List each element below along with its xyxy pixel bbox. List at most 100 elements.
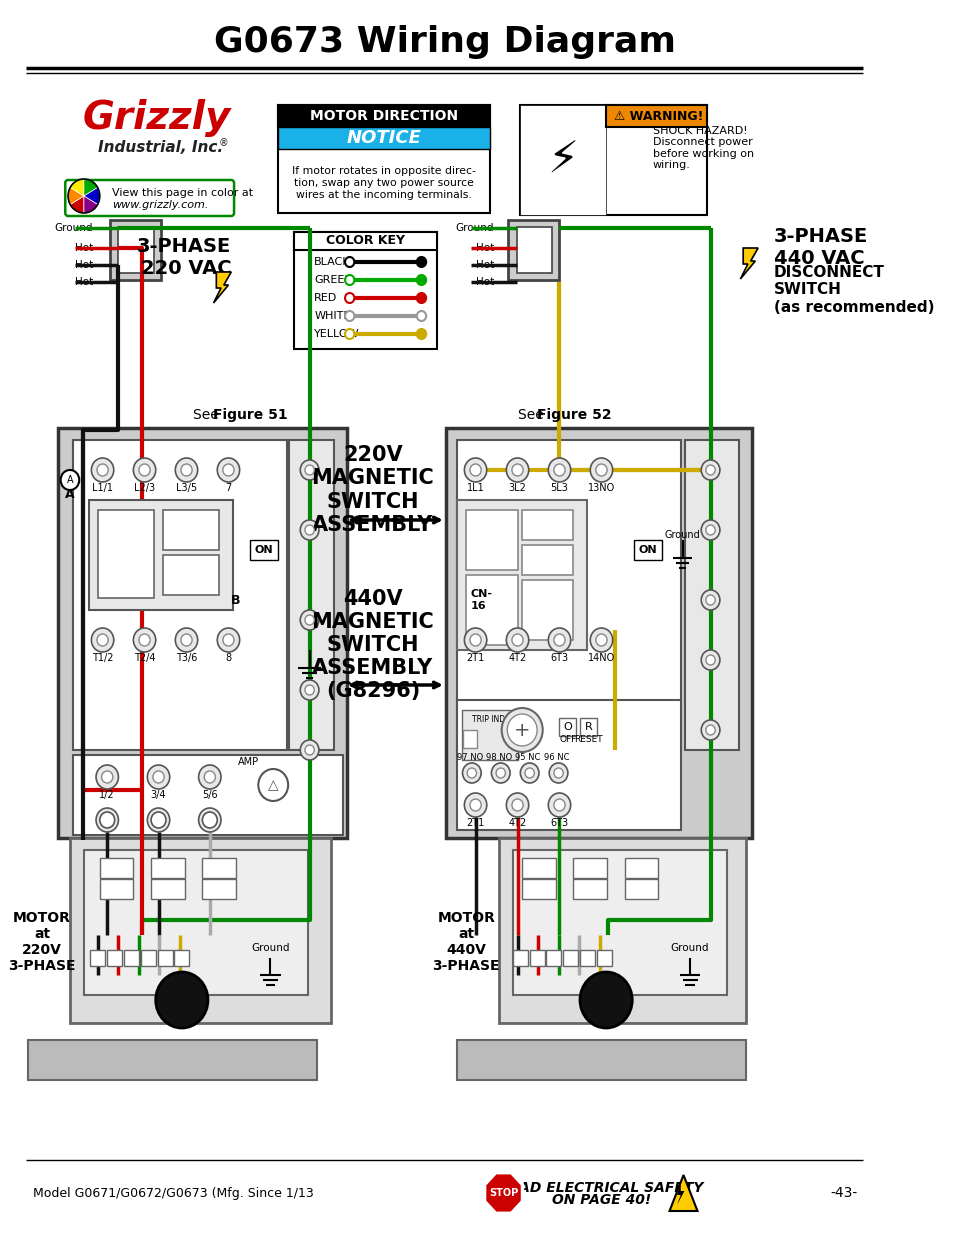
Bar — [124, 950, 139, 966]
Circle shape — [300, 520, 318, 540]
Bar — [597, 950, 611, 966]
Circle shape — [97, 634, 108, 646]
Text: 98 NO: 98 NO — [485, 753, 512, 762]
Circle shape — [96, 808, 118, 832]
Circle shape — [305, 525, 314, 535]
Circle shape — [300, 610, 318, 630]
Circle shape — [496, 768, 505, 778]
Bar — [141, 950, 155, 966]
Polygon shape — [740, 248, 758, 279]
Circle shape — [102, 771, 112, 783]
Circle shape — [416, 257, 426, 267]
Bar — [174, 950, 189, 966]
Text: 3/4: 3/4 — [151, 790, 166, 800]
Text: DISCONNECT
SWITCH
(as recommended): DISCONNECT SWITCH (as recommended) — [773, 266, 934, 315]
Circle shape — [467, 768, 476, 778]
FancyBboxPatch shape — [65, 180, 233, 216]
Circle shape — [512, 464, 522, 475]
Text: READ ELECTRICAL SAFETY: READ ELECTRICAL SAFETY — [498, 1181, 703, 1195]
Bar — [513, 950, 527, 966]
Circle shape — [506, 629, 528, 652]
Circle shape — [416, 311, 426, 321]
Bar — [277, 127, 490, 149]
Bar — [277, 105, 490, 212]
Bar — [546, 950, 560, 966]
Bar — [521, 580, 573, 640]
Text: -43-: -43- — [830, 1186, 857, 1200]
Circle shape — [491, 763, 510, 783]
Circle shape — [100, 811, 114, 827]
Text: 13NO: 13NO — [587, 483, 615, 493]
Text: L2/3: L2/3 — [133, 483, 155, 493]
Circle shape — [416, 293, 426, 303]
Circle shape — [705, 655, 715, 664]
Text: STOP: STOP — [488, 1188, 517, 1198]
Circle shape — [97, 464, 108, 475]
Circle shape — [579, 972, 632, 1028]
Bar — [294, 232, 436, 350]
Bar — [72, 440, 287, 750]
Text: 220V
MAGNETIC
SWITCH
ASSEMBLY: 220V MAGNETIC SWITCH ASSEMBLY — [312, 445, 434, 535]
Bar — [456, 440, 680, 750]
Text: AMP: AMP — [238, 757, 259, 767]
Circle shape — [198, 808, 221, 832]
Text: WHITE: WHITE — [314, 311, 351, 321]
Bar — [110, 220, 161, 280]
Text: Hot: Hot — [75, 261, 93, 270]
Bar — [498, 839, 745, 1023]
Bar — [151, 879, 185, 899]
Text: CN-
16: CN- 16 — [471, 589, 493, 611]
Bar — [28, 1040, 316, 1079]
Circle shape — [139, 634, 150, 646]
Circle shape — [700, 520, 720, 540]
Text: 440V
MAGNETIC
SWITCH
ASSEMBLY
(G8296): 440V MAGNETIC SWITCH ASSEMBLY (G8296) — [312, 589, 434, 701]
Text: 8: 8 — [225, 653, 232, 663]
Bar — [157, 950, 172, 966]
Text: 6T3: 6T3 — [550, 818, 568, 827]
Text: View this page in color at: View this page in color at — [112, 188, 253, 198]
Bar — [89, 500, 233, 610]
Circle shape — [524, 768, 534, 778]
Bar — [513, 850, 726, 995]
Text: See: See — [517, 408, 547, 422]
Text: OFF: OFF — [558, 736, 576, 745]
Text: T3/6: T3/6 — [175, 653, 197, 663]
Bar — [163, 510, 219, 550]
Circle shape — [91, 458, 113, 482]
Circle shape — [300, 680, 318, 700]
Circle shape — [507, 714, 537, 746]
Text: 1L1: 1L1 — [466, 483, 484, 493]
Circle shape — [470, 799, 480, 811]
Circle shape — [506, 793, 528, 818]
Circle shape — [305, 466, 314, 475]
Circle shape — [464, 793, 486, 818]
Circle shape — [596, 464, 606, 475]
Text: COLOR KEY: COLOR KEY — [326, 235, 405, 247]
Wedge shape — [84, 196, 97, 212]
Bar — [118, 227, 153, 273]
Circle shape — [258, 769, 288, 802]
Text: 4T2: 4T2 — [508, 818, 526, 827]
Text: Ground: Ground — [54, 224, 93, 233]
Bar — [456, 500, 587, 650]
Bar — [461, 710, 517, 760]
Text: Figure 51: Figure 51 — [213, 408, 287, 422]
Circle shape — [590, 458, 612, 482]
Circle shape — [345, 257, 354, 267]
Circle shape — [204, 814, 215, 826]
Circle shape — [147, 764, 170, 789]
Text: See: See — [193, 408, 223, 422]
Circle shape — [548, 793, 570, 818]
Bar — [521, 879, 556, 899]
Circle shape — [133, 629, 155, 652]
Bar — [456, 700, 680, 830]
Bar — [521, 510, 573, 540]
Bar — [519, 105, 706, 215]
Bar — [202, 858, 235, 878]
Circle shape — [462, 763, 480, 783]
Text: Ground: Ground — [251, 944, 290, 953]
Bar — [202, 879, 235, 899]
Circle shape — [204, 771, 215, 783]
Circle shape — [175, 458, 197, 482]
Text: 95 NC: 95 NC — [515, 753, 540, 762]
